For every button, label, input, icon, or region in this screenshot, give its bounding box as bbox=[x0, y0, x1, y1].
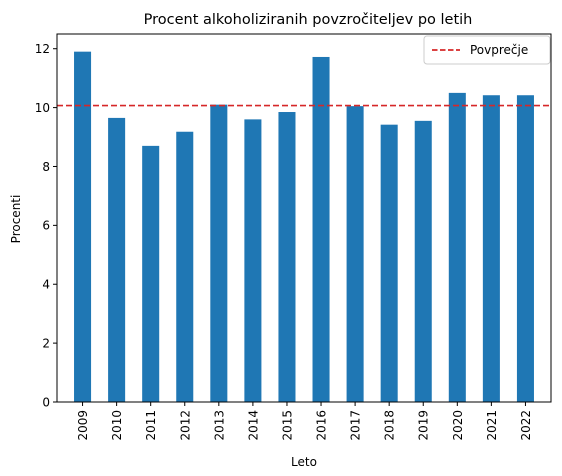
bar-2022 bbox=[516, 95, 534, 402]
chart-title: Procent alkoholiziranih povzročiteljev p… bbox=[144, 12, 473, 28]
x-tick-label-2018: 2018 bbox=[383, 410, 397, 441]
bars-group bbox=[74, 51, 534, 403]
y-axis: 0 2 4 6 8 10 12 bbox=[35, 42, 57, 409]
x-tick-label-2019: 2019 bbox=[417, 410, 431, 441]
plot-frame bbox=[56, 33, 552, 403]
bar-2016 bbox=[312, 56, 330, 403]
bar-2009 bbox=[74, 51, 92, 402]
y-tick-label-6: 6 bbox=[42, 219, 50, 233]
bar-2014 bbox=[244, 119, 262, 402]
bar-2013 bbox=[210, 104, 228, 402]
y-axis-label: Procenti bbox=[9, 195, 23, 244]
x-tick-label-2022: 2022 bbox=[519, 410, 533, 441]
y-tick-label-12: 12 bbox=[35, 42, 50, 56]
legend-mean-label: Povprečje bbox=[470, 43, 528, 57]
x-tick-label-2015: 2015 bbox=[280, 410, 294, 441]
bar-2012 bbox=[176, 131, 194, 403]
y-tick-label-4: 4 bbox=[42, 278, 50, 292]
bar-2020 bbox=[448, 92, 466, 402]
y-tick-label-8: 8 bbox=[42, 160, 50, 174]
x-tick-label-2014: 2014 bbox=[246, 410, 260, 441]
bar-2021 bbox=[482, 95, 500, 402]
y-tick-label-2: 2 bbox=[42, 336, 50, 350]
y-tick-label-0: 0 bbox=[42, 395, 50, 409]
x-axis-label: Leto bbox=[291, 455, 317, 469]
legend-box bbox=[423, 35, 551, 65]
x-tick-label-2011: 2011 bbox=[144, 410, 158, 441]
x-axis: 2009 2010 2011 2012 2013 2014 2015 2016 2017 2018… bbox=[76, 402, 533, 441]
y-tick-label-10: 10 bbox=[35, 101, 50, 115]
bar-2019 bbox=[414, 120, 432, 403]
legend: Povprečje bbox=[423, 35, 551, 65]
x-tick-label-2016: 2016 bbox=[315, 410, 329, 441]
bar-2018 bbox=[380, 124, 398, 402]
x-tick-label-2009: 2009 bbox=[76, 410, 90, 441]
x-tick-label-2013: 2013 bbox=[212, 410, 226, 441]
x-tick-label-2017: 2017 bbox=[349, 410, 363, 441]
x-tick-label-2021: 2021 bbox=[485, 410, 499, 441]
x-tick-label-2020: 2020 bbox=[451, 410, 465, 441]
bar-2011 bbox=[142, 145, 160, 402]
x-tick-label-2010: 2010 bbox=[110, 410, 124, 441]
bar-2010 bbox=[108, 117, 126, 403]
bar-2017 bbox=[346, 106, 364, 403]
bar-2015 bbox=[278, 112, 296, 403]
x-tick-label-2012: 2012 bbox=[178, 410, 192, 441]
